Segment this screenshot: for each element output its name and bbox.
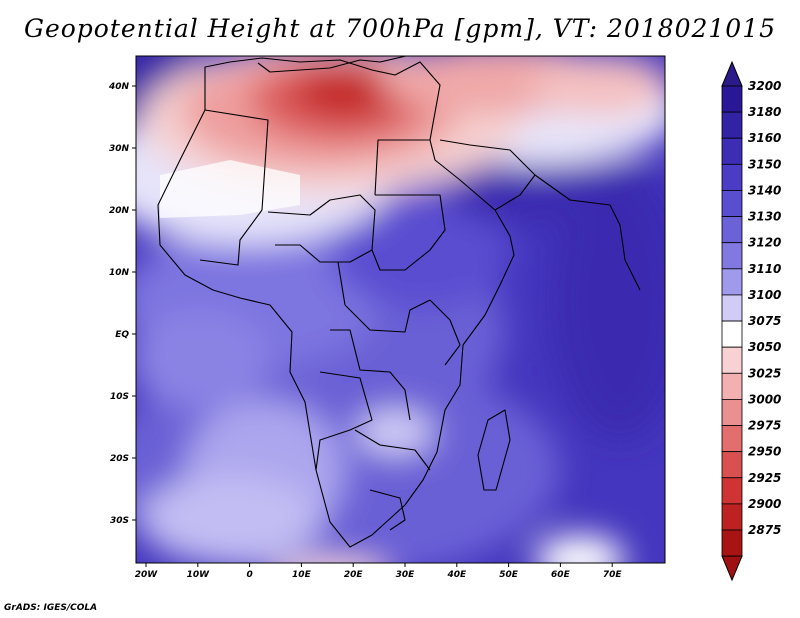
coastlines-and-borders [157,56,641,548]
colorbar-label: 2900 [748,497,781,511]
colorbar-swatch [721,85,743,113]
colorbar-swatch [721,242,743,270]
colorbar-bottom-arrow [721,555,743,582]
lat-tick-label: 30N [109,144,130,154]
colorbar-label: 2875 [748,523,781,537]
colorbar-swatch [721,529,743,557]
credit-text: GrADS: IGES/COLA [4,603,98,613]
colorbar-swatch [721,268,743,296]
lat-tick-label: 10S [110,392,129,402]
colorbar-swatch [721,111,743,139]
colorbar-swatch [721,346,743,374]
colorbar-swatch [721,425,743,453]
colorbar-swatch [721,320,743,348]
lon-tick-label: 40E [446,570,467,580]
colorbar-label: 3130 [748,210,781,224]
height-field [136,56,665,563]
lat-tick-label: 20N [109,206,130,216]
colorbar-label: 3120 [748,236,781,250]
colorbar-label: 3200 [748,79,781,93]
latitude-ticks: 40N 30N 20N 10N EQ 10S 20S 30S [108,82,136,526]
colorbar-label: 3160 [748,131,781,145]
colorbar-label: 2975 [748,419,781,433]
lat-tick-label: 30S [110,516,129,526]
lat-tick-label: 40N [108,82,130,92]
lon-tick-label: 20W [135,570,159,580]
colorbar-label: 3150 [748,157,781,171]
colorbar-label: 3075 [748,314,781,328]
colorbar-label: 3180 [748,105,781,119]
colorbar-label: 2950 [748,445,781,459]
map-title: Geopotential Height at 700hPa [gpm], VT:… [23,14,777,43]
colorbar-swatch [721,137,743,165]
lon-tick-label: 60E [551,570,571,580]
lon-tick-label: 10W [187,570,211,580]
colorbar-swatch [721,503,743,531]
colorbar-label: 3050 [748,340,781,354]
colorbar-swatch [721,399,743,426]
lat-tick-label: 20S [110,454,129,464]
colorbar-swatch [721,372,743,400]
colorbar-label: 3140 [748,183,781,197]
lat-tick-label: EQ [115,330,129,340]
lon-tick-label: 20E [344,570,364,580]
lon-tick-label: 10E [292,570,312,580]
colorbar-label: 2925 [748,471,781,485]
lat-tick-label: 10N [109,268,130,278]
colorbar-label: 3110 [748,262,781,276]
lon-tick-label: 0 [246,570,252,580]
colorbar-swatch [721,451,743,479]
colorbar: 3200 3180 3160 3150 3140 3130 3120 3110 3100 3075… [721,60,781,582]
colorbar-top-arrow [721,60,743,87]
colorbar-swatch [721,216,743,244]
colorbar-swatch [721,294,743,322]
lon-tick-label: 70E [603,570,623,580]
colorbar-swatch [721,190,743,217]
plot-frame [135,55,666,564]
colorbar-label: 3000 [748,392,781,406]
colorbar-label: 3025 [748,366,781,380]
colorbar-swatch [721,163,743,191]
lon-tick-label: 30E [396,570,416,580]
lon-tick-label: 50E [499,570,519,580]
colorbar-swatch [721,477,743,505]
longitude-ticks: 20W 10W 0 10E 20E 30E 40E 50E 60E 70E [135,563,623,580]
colorbar-label: 3100 [748,288,781,302]
sahara-white-patch [160,160,300,218]
